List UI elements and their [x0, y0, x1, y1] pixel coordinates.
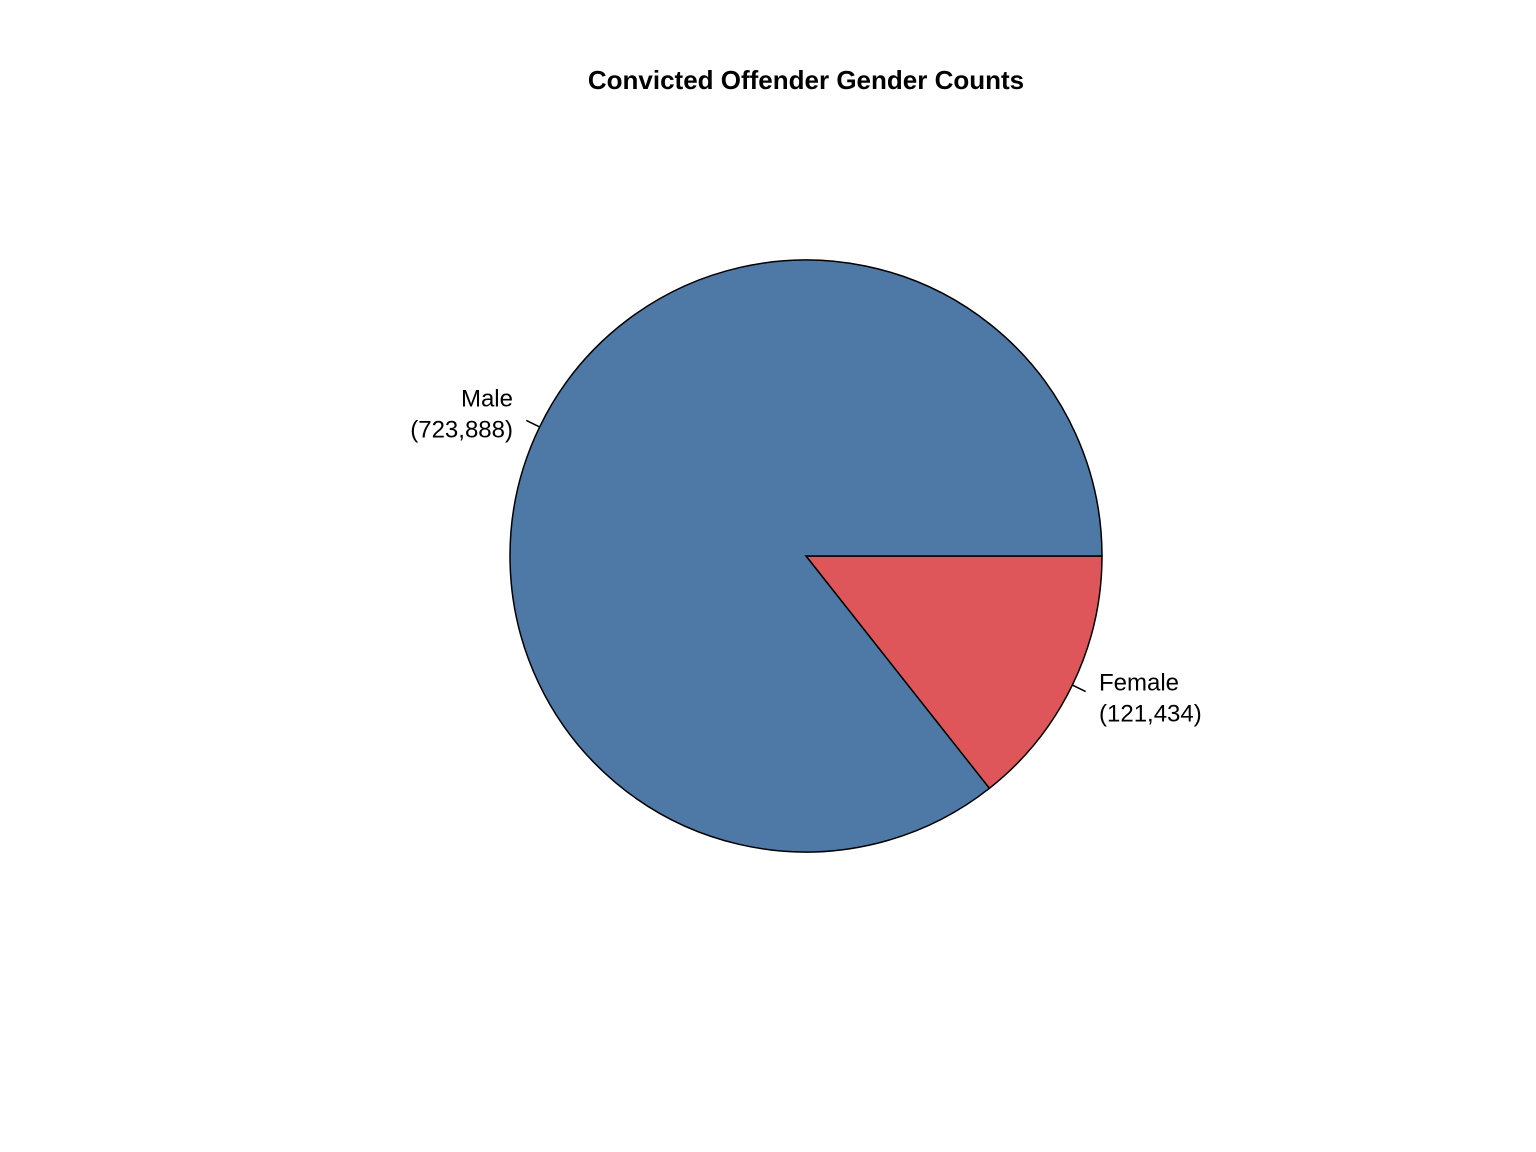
slice-value-label-male: (723,888) [410, 416, 513, 443]
slice-label-female: Female [1099, 670, 1179, 697]
slice-value-label-female: (121,434) [1099, 701, 1202, 728]
pie-slices [509, 259, 1103, 853]
pie-labels: Female (121,434) Male (723,888) [410, 385, 1202, 727]
label-tick-male [525, 419, 540, 428]
chart-title: Convicted Offender Gender Counts [588, 65, 1024, 95]
label-tick-female [1072, 684, 1087, 693]
slice-label-male: Male [461, 385, 513, 412]
pie-slice-female [804, 555, 1103, 790]
